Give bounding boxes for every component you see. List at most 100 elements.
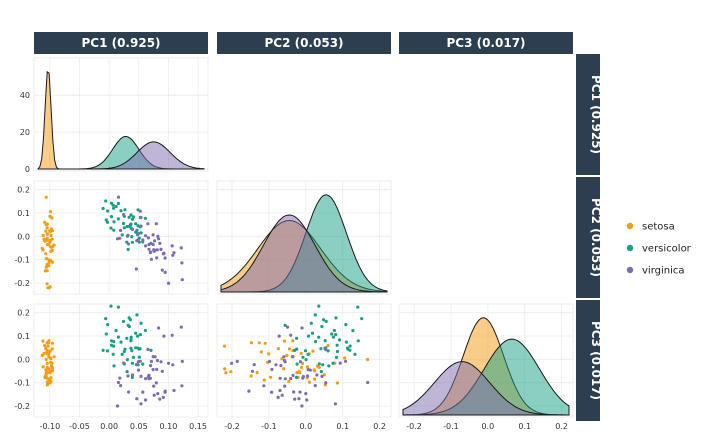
point-virginica [180, 278, 184, 282]
point-versicolor [295, 336, 299, 340]
point-setosa [262, 378, 266, 382]
point-versicolor [130, 235, 134, 239]
point-setosa [48, 349, 52, 353]
point-virginica [149, 359, 153, 364]
point-versicolor [130, 361, 134, 365]
point-virginica [282, 355, 286, 359]
point-virginica [115, 404, 120, 408]
point-virginica [122, 361, 126, 365]
point-versicolor [301, 355, 305, 359]
point-setosa [45, 361, 49, 365]
y-tick-label-pc3: -0.1 [14, 379, 30, 388]
point-versicolor [346, 347, 350, 351]
x-tick-label-pc2: 0.0 [299, 422, 312, 431]
point-virginica [141, 390, 145, 394]
point-setosa [44, 195, 48, 199]
point-setosa [52, 355, 56, 359]
point-versicolor [130, 375, 134, 379]
point-virginica [136, 238, 140, 242]
point-setosa [46, 286, 50, 290]
y-tick-label-pc3: 0.1 [17, 332, 30, 341]
point-setosa [49, 233, 53, 238]
point-versicolor [309, 321, 313, 325]
point-setosa [312, 377, 317, 381]
point-versicolor [317, 304, 321, 308]
y-tick-label-pc2: 0.0 [17, 232, 30, 241]
point-virginica [154, 381, 158, 385]
point-setosa [48, 369, 52, 373]
panel-r2-c2 [216, 180, 392, 295]
point-setosa [44, 223, 48, 227]
point-virginica [324, 347, 328, 352]
point-versicolor [337, 338, 342, 342]
x-tick-label-pc3: 0.1 [518, 422, 531, 431]
point-virginica [153, 239, 157, 243]
point-virginica [156, 392, 160, 396]
point-setosa [229, 370, 233, 374]
point-versicolor [125, 336, 129, 340]
x-tick-label-pc2: 0.2 [373, 422, 386, 431]
point-virginica [149, 364, 153, 368]
point-virginica [283, 377, 287, 381]
point-versicolor [116, 335, 120, 339]
point-setosa [287, 347, 291, 351]
point-virginica [320, 374, 324, 378]
x-tick-label-pc3: -0.1 [443, 422, 459, 431]
y-tick-label-pc2: 0.2 [17, 186, 30, 195]
point-virginica [158, 397, 162, 401]
point-setosa [259, 350, 263, 354]
point-virginica [116, 195, 121, 199]
point-virginica [155, 367, 159, 371]
point-versicolor [344, 323, 348, 327]
panel-r2-c1 [33, 180, 209, 295]
point-versicolor [104, 332, 108, 336]
point-versicolor [129, 213, 133, 217]
point-versicolor [283, 323, 287, 327]
density-curve-virginica [402, 361, 569, 416]
y-tick-label-pc2: -0.2 [14, 279, 30, 288]
point-versicolor [319, 347, 323, 351]
point-setosa [41, 248, 45, 252]
point-virginica [313, 384, 317, 388]
point-setosa [48, 377, 52, 381]
point-setosa [48, 238, 52, 243]
point-versicolor [306, 352, 310, 356]
point-setosa [45, 282, 49, 286]
density-curve-virginica [38, 141, 205, 170]
point-virginica [126, 390, 131, 394]
point-versicolor [313, 313, 317, 317]
point-virginica [153, 248, 157, 252]
point-versicolor [295, 347, 299, 351]
point-virginica [283, 384, 287, 388]
point-virginica [276, 395, 280, 399]
point-versicolor [330, 332, 334, 336]
point-virginica [152, 384, 156, 388]
point-versicolor [104, 317, 108, 321]
point-virginica [139, 224, 143, 228]
point-versicolor [109, 343, 114, 347]
point-virginica [180, 359, 184, 363]
point-virginica [144, 244, 148, 248]
point-virginica [167, 281, 171, 285]
point-virginica [139, 216, 143, 220]
x-tick-label-pc2: 0.1 [336, 422, 349, 431]
legend-key-versicolor [626, 244, 634, 252]
point-versicolor [105, 220, 110, 224]
point-virginica [280, 393, 284, 397]
point-versicolor [138, 347, 142, 351]
row-strip-label-3: PC3 (0.017) [589, 321, 603, 400]
point-virginica [146, 222, 150, 226]
column-strip-label-1: PC1 (0.925) [81, 36, 160, 50]
point-virginica [278, 388, 282, 393]
point-virginica [172, 388, 176, 393]
point-versicolor [353, 352, 357, 356]
point-versicolor [304, 358, 308, 362]
point-versicolor [143, 216, 147, 220]
y-tick-label-pc2: 0.1 [17, 209, 30, 218]
point-virginica [130, 373, 135, 377]
point-virginica [270, 367, 274, 371]
point-virginica [171, 363, 175, 367]
point-versicolor [322, 318, 326, 322]
point-setosa [48, 356, 53, 360]
legend-key-setosa [626, 222, 634, 230]
